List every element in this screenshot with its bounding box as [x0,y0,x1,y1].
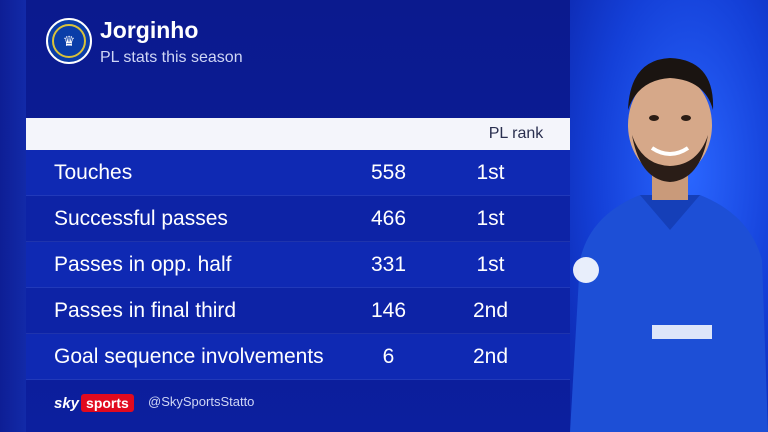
player-name: Jorginho [100,17,199,43]
stat-value: 466 [370,207,407,230]
chelsea-crest-icon: ♛ [46,18,92,64]
sky-sports-logo: sky sports [54,393,134,413]
stat-label: Successful passes [54,207,228,230]
stat-rank: 1st [476,161,505,184]
table-row: Touches 558 1st [26,150,570,196]
lion-icon: ♛ [52,24,86,58]
stat-value: 6 [382,345,395,368]
sports-wordmark: sports [81,394,134,412]
stat-value: 331 [370,253,407,276]
table-row: Passes in final third 146 2nd [26,288,570,334]
column-header-bar: PL rank [26,118,570,150]
sky-wordmark: sky [54,394,80,412]
player-shirt [570,195,768,432]
stat-label: Touches [54,161,133,184]
stat-value: 558 [370,161,407,184]
stat-label: Goal sequence involvements [54,345,324,368]
stat-label: Passes in final third [54,299,237,322]
twitter-handle: @SkySportsStatto [148,394,255,409]
table-row: Passes in opp. half 331 1st [26,242,570,288]
stat-value: 146 [370,299,407,322]
table-row: Goal sequence involvements 6 2nd [26,334,570,380]
stat-label: Passes in opp. half [54,253,232,276]
player-photo [570,58,768,432]
stat-rank: 2nd [472,299,509,322]
stat-rank: 1st [476,253,505,276]
rank-column-header: PL rank [488,125,544,142]
stat-rank: 2nd [472,345,509,368]
background-left-strip [0,0,26,432]
stats-table: Touches 558 1st Successful passes 466 1s… [26,150,570,380]
table-row: Successful passes 466 1st [26,196,570,242]
stat-rank: 1st [476,207,505,230]
panel-subtitle: PL stats this season [100,49,243,66]
